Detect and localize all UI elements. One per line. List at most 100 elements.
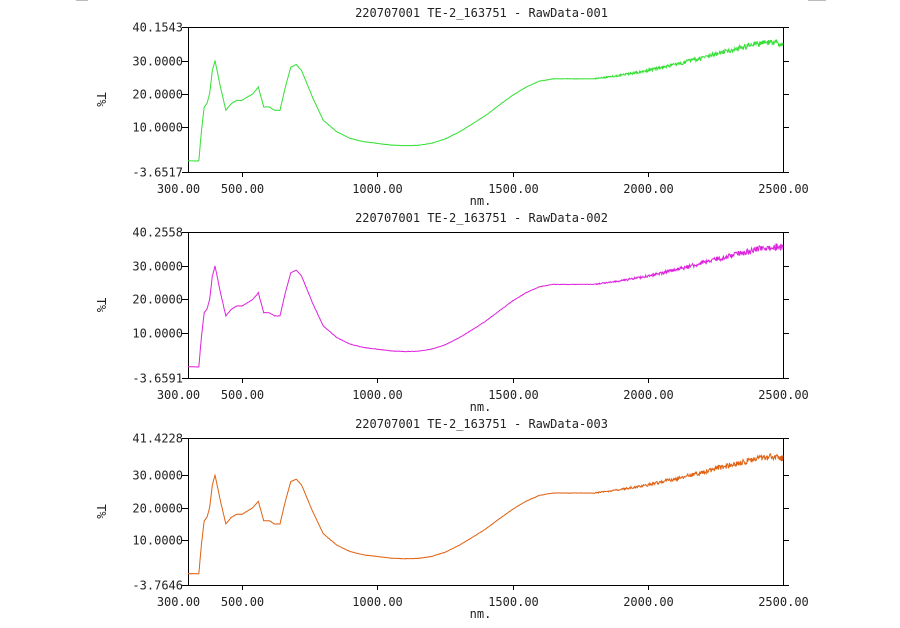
data-point	[198, 160, 199, 161]
data-point	[204, 312, 205, 313]
data-point	[553, 284, 554, 285]
data-point	[458, 338, 459, 339]
data-point	[593, 78, 594, 79]
y-tick-label: 20.0000	[132, 502, 183, 516]
data-point	[301, 484, 302, 485]
data-point	[350, 344, 351, 345]
data-point	[274, 523, 275, 524]
data-point	[263, 106, 264, 107]
x-tick-label: 1500.00	[488, 182, 539, 196]
data-point	[269, 106, 270, 107]
data-point	[471, 537, 472, 538]
y-tick-label: -3.6517	[132, 166, 183, 180]
data-point	[728, 256, 729, 257]
data-point	[742, 462, 743, 463]
data-point	[198, 366, 199, 367]
data-point	[526, 87, 527, 88]
data-point	[701, 263, 702, 264]
chart-title: 220707001 TE-2_163751 - RawData-003	[355, 417, 608, 431]
data-point	[553, 493, 554, 494]
data-point	[187, 573, 188, 574]
data-point	[512, 509, 513, 510]
plot-frame	[188, 27, 784, 173]
data-point	[350, 551, 351, 552]
data-point	[580, 284, 581, 285]
y-axis-label: T%	[94, 504, 108, 519]
data-point	[231, 309, 232, 310]
data-point	[269, 520, 270, 521]
data-point	[539, 286, 540, 287]
x-tick-label: 2500.00	[758, 182, 809, 196]
data-point	[634, 72, 635, 73]
y-tick-label: 20.0000	[132, 88, 183, 102]
data-point	[274, 110, 275, 111]
y-tick-label: 41.4228	[132, 432, 183, 446]
data-point	[260, 302, 261, 303]
data-point	[431, 349, 432, 350]
data-point	[285, 292, 286, 293]
data-point	[458, 545, 459, 546]
data-point	[260, 510, 261, 511]
data-point	[417, 351, 418, 352]
x-tick-label: 500.00	[221, 388, 264, 402]
data-point	[209, 93, 210, 94]
data-point	[715, 259, 716, 260]
data-point	[526, 292, 527, 293]
data-point	[485, 321, 486, 322]
data-point	[201, 130, 202, 131]
data-point	[236, 305, 237, 306]
data-point	[279, 523, 280, 524]
data-point	[214, 60, 215, 61]
chart-panel-2: 220707001 TE-2_163751 - RawData-002 40.25…	[94, 211, 809, 414]
data-point	[306, 289, 307, 290]
data-point	[336, 337, 337, 338]
data-point	[363, 554, 364, 555]
chart-panel-1: 220707001 TE-2_163751 - RawData-001 40.15…	[94, 6, 809, 208]
data-point	[242, 514, 243, 515]
data-point	[323, 120, 324, 121]
x-axis-label: nm.	[470, 607, 492, 621]
data-point	[377, 143, 378, 144]
x-axis-label: nm.	[470, 194, 492, 208]
data-point	[607, 491, 608, 492]
data-point	[204, 520, 205, 521]
data-point	[620, 75, 621, 76]
data-point	[661, 481, 662, 482]
data-point	[539, 495, 540, 496]
data-point	[290, 481, 291, 482]
data-point	[209, 507, 210, 508]
y-axis-label: T%	[94, 92, 108, 107]
data-point	[214, 266, 215, 267]
data-point	[728, 50, 729, 51]
data-point	[553, 78, 554, 79]
data-point	[755, 249, 756, 250]
plot-frame	[188, 438, 784, 586]
data-point	[607, 77, 608, 78]
data-point	[312, 510, 313, 511]
data-point	[258, 501, 259, 502]
data-point	[263, 520, 264, 521]
data-point	[431, 143, 432, 144]
data-point	[263, 312, 264, 313]
y-tick-label: 30.0000	[132, 55, 183, 69]
x-tick-label: 2000.00	[623, 388, 674, 402]
data-point	[485, 529, 486, 530]
chart-title: 220707001 TE-2_163751 - RawData-002	[355, 211, 608, 225]
data-point	[431, 556, 432, 557]
data-point	[498, 105, 499, 106]
data-point	[755, 458, 756, 459]
data-point	[336, 545, 337, 546]
data-point	[312, 96, 313, 97]
data-point	[661, 67, 662, 68]
x-tick-label: 2000.00	[623, 595, 674, 609]
data-point	[206, 517, 207, 518]
data-point	[247, 510, 248, 511]
data-point	[201, 543, 202, 544]
data-point	[274, 315, 275, 316]
data-point	[220, 501, 221, 502]
x-tick-label: 500.00	[221, 595, 264, 609]
data-point	[701, 472, 702, 473]
data-point	[580, 493, 581, 494]
x-tick-label: 500.00	[221, 182, 264, 196]
